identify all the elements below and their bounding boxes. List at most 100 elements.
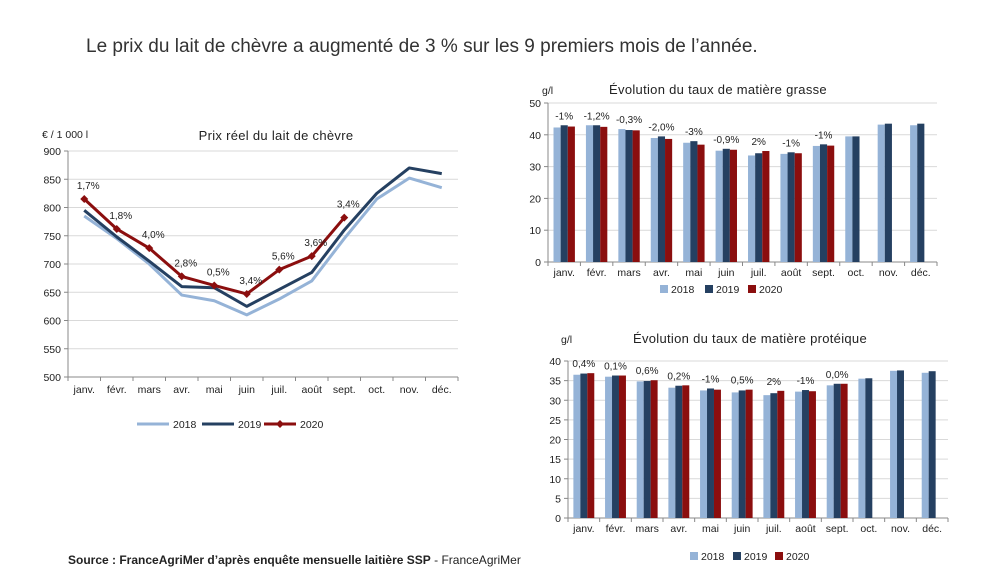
fat-bar-2018 [780,153,788,262]
price-data-label: 3,4% [337,200,360,211]
protein-y-tick-label: 40 [549,356,561,368]
fat-bar-2018 [877,124,885,263]
protein-y-tick-label: 15 [549,454,561,466]
fat-bar-2020 [827,145,835,262]
protein-legend-swatch [690,552,698,560]
protein-bar-2020 [777,390,785,518]
fat-bar-2018 [553,127,561,263]
price-point-2020 [275,265,284,274]
price-data-label: 3,4% [239,276,262,287]
price-point-2020 [242,289,251,298]
fat-bar-2019 [852,136,860,262]
protein-bar-2018 [700,390,708,518]
price-data-label: 5,6% [272,252,295,263]
protein-bar-2018 [636,381,644,518]
protein-bar-2019 [612,375,619,518]
fat-bar-2018 [748,155,756,262]
protein-bar-2019 [928,371,936,518]
protein-bar-2018 [731,392,739,518]
fat-x-tick-label: mars [617,267,640,279]
protein-chart: Évolution du taux de matière protéique g/… [549,331,949,563]
price-x-tick-label: mai [206,384,223,396]
price-x-tick-label: janv. [73,384,95,396]
price-legend-marker [276,420,284,428]
protein-bar-2018 [763,395,771,518]
protein-legend-label: 2019 [744,551,768,563]
price-legend-label: 2018 [173,419,197,431]
protein-legend-label: 2018 [701,551,725,563]
fat-bar-2020 [665,138,673,262]
fat-bar-2020 [794,153,802,262]
fat-bar-2018 [618,129,626,262]
protein-x-tick-label: août [795,523,816,535]
fat-x-tick-label: juin [717,267,735,279]
fat-bar-2019 [819,144,828,262]
protein-x-tick-label: janv. [572,523,594,535]
fat-x-tick-label: janv. [553,267,575,279]
fat-legend-label: 2019 [716,284,740,296]
protein-y-tick-label: 20 [549,435,561,447]
fat-legend-swatch [705,285,713,293]
fat-y-tick-label: 30 [529,162,541,174]
price-x-tick-label: sept. [333,384,356,396]
fat-bar-2019 [657,136,666,262]
fat-y-tick-label: 40 [529,130,541,142]
protein-bar-2020 [682,385,690,518]
price-data-label: 1,7% [77,181,100,192]
price-chart: Prix réel du lait de chèvre € / 1 000 l 50… [42,128,459,431]
price-x-tick-label: déc. [432,384,452,396]
fat-bar-2020 [567,126,575,262]
protein-bar-2018 [668,387,676,518]
fat-chart: Évolution du taux de matière grasse g/l 0 1… [529,82,938,296]
protein-x-tick-label: mai [702,523,719,535]
price-x-tick-label: févr. [107,384,127,396]
protein-x-tick-label: juil. [765,523,782,535]
protein-bar-2020 [587,373,595,518]
fat-data-label: -0,3% [616,115,642,126]
fat-data-label: -0,9% [713,135,739,146]
price-point-2020 [80,195,89,204]
fat-bar-2018 [715,150,723,262]
fat-x-tick-label: sept. [812,267,835,279]
price-chart-title: Prix réel du lait de chèvre [199,128,354,143]
fat-bar-2019 [917,123,925,262]
protein-x-tick-label: févr. [606,523,626,535]
protein-bar-2019 [643,381,651,518]
protein-data-label: 0,6% [636,366,659,377]
fat-bar-2020 [632,130,640,262]
price-y-tick-label: 550 [43,344,61,356]
protein-data-label: 2% [767,377,782,388]
fat-bar-2018 [650,137,658,262]
fat-chart-title: Évolution du taux de matière grasse [609,82,827,97]
price-y-tick-label: 500 [43,372,61,384]
protein-bar-2018 [890,370,898,518]
price-data-label: 2,8% [174,258,197,269]
price-legend-label: 2020 [300,419,324,431]
price-data-label: 3,6% [304,238,327,249]
price-y-tick-label: 900 [43,146,61,158]
fat-bar-2018 [683,142,691,262]
fat-data-label: -1% [815,130,833,141]
protein-bar-2018 [795,391,803,518]
protein-data-label: 0,2% [667,371,690,382]
fat-x-tick-label: avr. [653,267,670,279]
protein-x-tick-label: avr. [670,523,687,535]
protein-unit-label: g/l [561,334,572,346]
fat-bar-2019 [593,125,601,262]
fat-legend-label: 2020 [759,284,783,296]
price-point-2020 [177,272,186,281]
price-series-line-2018 [83,176,443,317]
price-unit-label: € / 1 000 l [42,129,88,141]
protein-bar-2019 [770,393,778,518]
protein-bar-2020 [840,383,848,518]
protein-bar-2020 [618,375,626,518]
fat-bar-2019 [625,130,633,262]
fat-data-label: -1% [782,138,800,149]
price-x-tick-label: mars [138,384,161,396]
protein-bar-2019 [897,370,904,518]
fat-data-label: 2% [751,137,766,148]
protein-y-tick-label: 0 [555,513,561,525]
fat-x-tick-label: oct. [847,267,864,279]
price-data-label: 1,8% [109,211,132,222]
